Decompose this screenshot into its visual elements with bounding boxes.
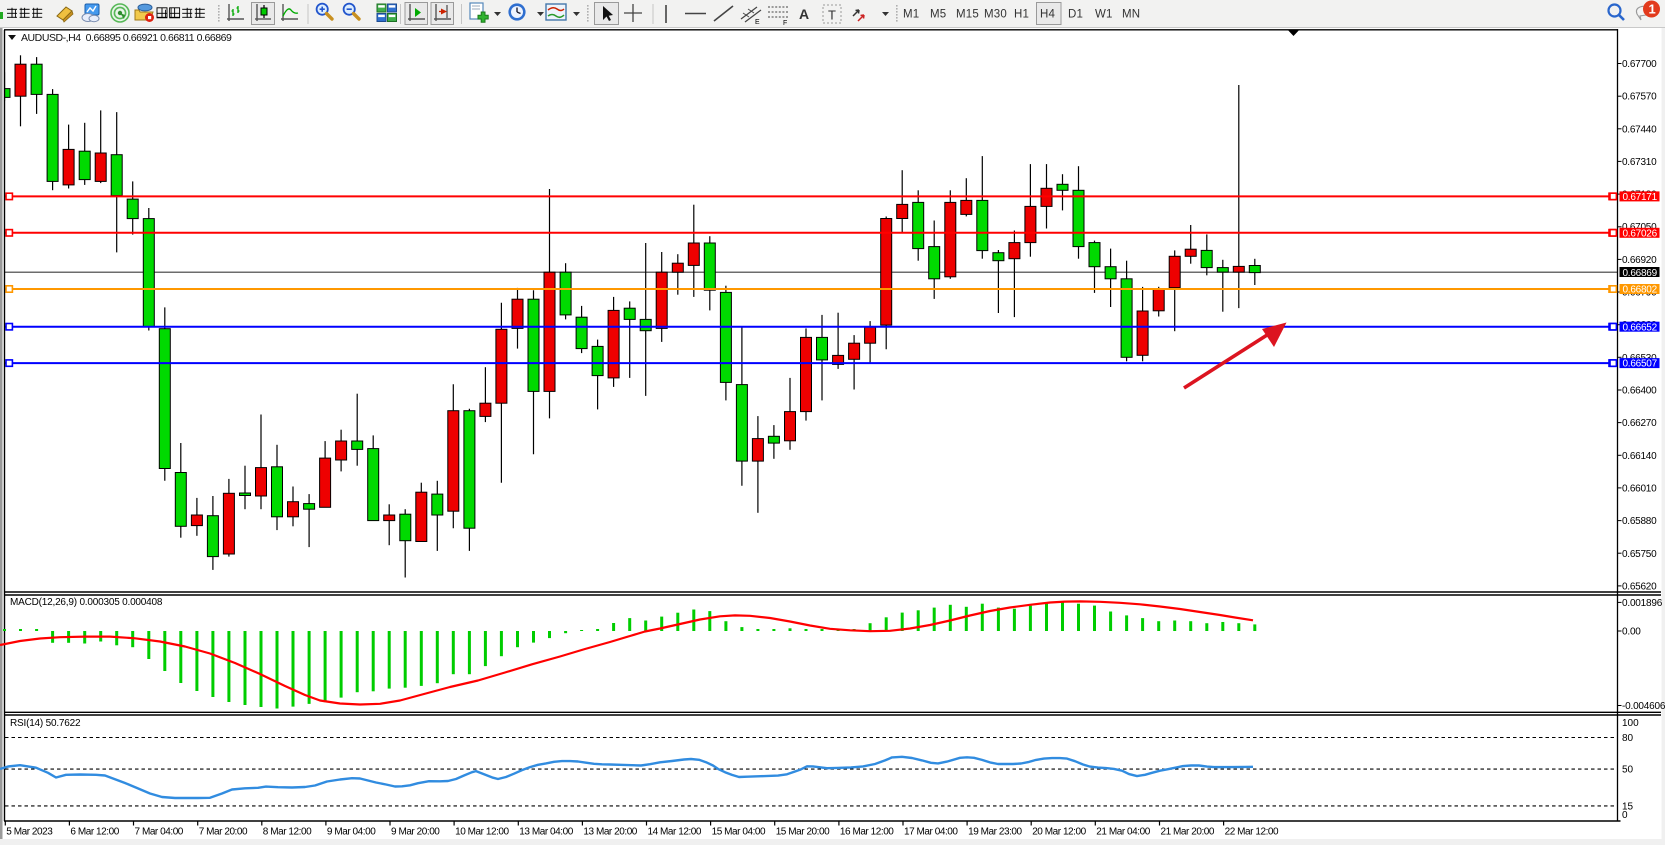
svg-text:0.65880: 0.65880 [1622, 516, 1657, 527]
svg-text:17 Mar 04:00: 17 Mar 04:00 [904, 827, 958, 838]
svg-text:19 Mar 23:00: 19 Mar 23:00 [968, 827, 1022, 838]
svg-text:21 Mar 04:00: 21 Mar 04:00 [1096, 827, 1150, 838]
svg-text:M5: M5 [930, 9, 946, 21]
svg-text:MN: MN [1122, 9, 1140, 21]
svg-text:RSI(14) 50.7622: RSI(14) 50.7622 [10, 718, 81, 729]
svg-text:0.66400: 0.66400 [1622, 386, 1657, 397]
svg-text:5 Mar 2023: 5 Mar 2023 [6, 827, 53, 838]
svg-text:100: 100 [1622, 718, 1639, 729]
svg-text:10 Mar 12:00: 10 Mar 12:00 [455, 827, 509, 838]
svg-text:D1: D1 [1068, 9, 1083, 21]
svg-text:0.66507: 0.66507 [1623, 359, 1658, 370]
svg-text:14 Mar 12:00: 14 Mar 12:00 [648, 827, 702, 838]
svg-text:8 Mar 12:00: 8 Mar 12:00 [263, 827, 312, 838]
svg-text:M15: M15 [956, 9, 979, 21]
svg-text:0.67171: 0.67171 [1623, 192, 1658, 203]
svg-text:M1: M1 [903, 9, 919, 21]
svg-text:1: 1 [1649, 2, 1656, 17]
svg-text:7 Mar 20:00: 7 Mar 20:00 [199, 827, 248, 838]
svg-text:6 Mar 12:00: 6 Mar 12:00 [70, 827, 119, 838]
svg-text:0.66920: 0.66920 [1622, 255, 1657, 266]
svg-text:MACD(12,26,9) 0.000305 0.00040: MACD(12,26,9) 0.000305 0.000408 [10, 597, 163, 608]
svg-text:15 Mar 04:00: 15 Mar 04:00 [712, 827, 766, 838]
svg-text:M30: M30 [984, 9, 1007, 21]
svg-text:80: 80 [1622, 733, 1634, 744]
svg-text:0: 0 [1622, 810, 1628, 821]
svg-text:13 Mar 20:00: 13 Mar 20:00 [583, 827, 637, 838]
svg-text:13 Mar 04:00: 13 Mar 04:00 [519, 827, 573, 838]
svg-text:0.001896: 0.001896 [1622, 598, 1663, 609]
svg-text:0.67310: 0.67310 [1622, 157, 1657, 168]
svg-text:E: E [755, 19, 760, 26]
svg-text:A: A [799, 6, 809, 22]
svg-text:0.65620: 0.65620 [1622, 581, 1657, 592]
svg-text:9 Mar 04:00: 9 Mar 04:00 [327, 827, 376, 838]
svg-text:0.66140: 0.66140 [1622, 451, 1657, 462]
svg-text:16 Mar 12:00: 16 Mar 12:00 [840, 827, 894, 838]
svg-text:0.65750: 0.65750 [1622, 549, 1657, 560]
svg-text:W1: W1 [1095, 9, 1113, 21]
svg-text:0.66869: 0.66869 [1623, 268, 1658, 279]
svg-text:H4: H4 [1040, 9, 1056, 21]
svg-text:T: T [828, 8, 836, 23]
svg-text:15: 15 [1622, 801, 1634, 812]
svg-text:0.66652: 0.66652 [1623, 322, 1658, 333]
svg-text:0.66802: 0.66802 [1623, 285, 1658, 296]
svg-text:0.67050: 0.67050 [1622, 222, 1657, 233]
svg-text:50: 50 [1622, 765, 1634, 776]
svg-text:-0.004606: -0.004606 [1622, 701, 1665, 712]
svg-text:0.67700: 0.67700 [1622, 59, 1657, 70]
svg-text:0.67440: 0.67440 [1622, 124, 1657, 135]
svg-text:0.67570: 0.67570 [1622, 92, 1657, 103]
svg-text:0.66010: 0.66010 [1622, 483, 1657, 494]
svg-text:15 Mar 20:00: 15 Mar 20:00 [776, 827, 830, 838]
svg-text:0.67026: 0.67026 [1623, 228, 1658, 239]
svg-text:F: F [783, 20, 787, 27]
svg-text:AUDUSD-,H4 0.66895 0.66921 0.: AUDUSD-,H4 0.66895 0.66921 0.66811 0.668… [21, 32, 232, 44]
svg-text:0.66270: 0.66270 [1622, 418, 1657, 429]
svg-text:0.00: 0.00 [1622, 627, 1641, 638]
svg-text:9 Mar 20:00: 9 Mar 20:00 [391, 827, 440, 838]
svg-text:22 Mar 12:00: 22 Mar 12:00 [1225, 827, 1279, 838]
svg-text:20 Mar 12:00: 20 Mar 12:00 [1032, 827, 1086, 838]
svg-text:7 Mar 04:00: 7 Mar 04:00 [135, 827, 184, 838]
svg-text:H1: H1 [1014, 9, 1029, 21]
svg-text:21 Mar 20:00: 21 Mar 20:00 [1161, 827, 1215, 838]
